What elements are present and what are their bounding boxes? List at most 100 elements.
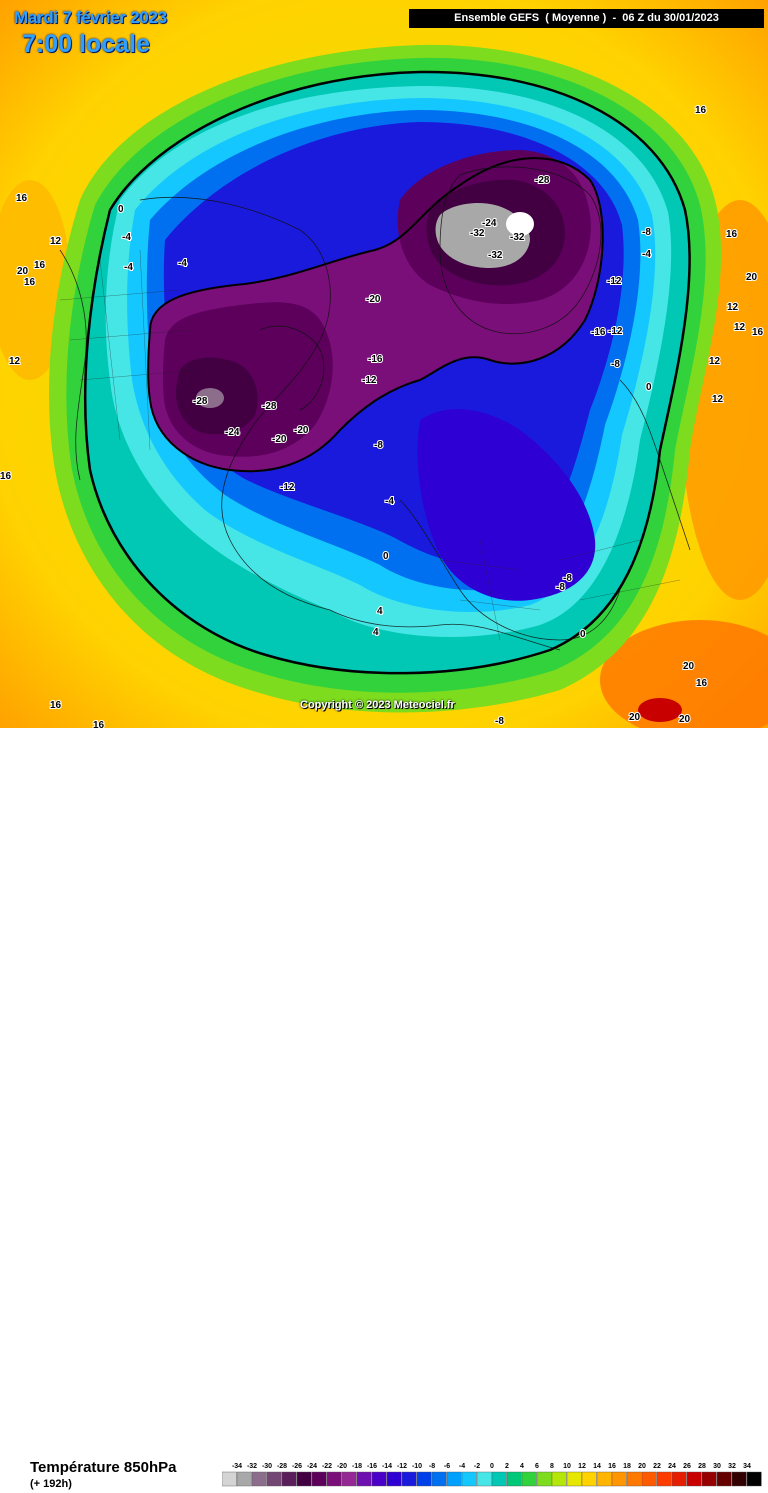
scale-label: -30	[262, 1463, 272, 1470]
scale-label: 30	[713, 1463, 721, 1470]
scale-swatch	[596, 1471, 612, 1487]
scale-label: 16	[608, 1463, 616, 1470]
contour-label: 16	[50, 700, 62, 711]
contour-minus20	[147, 157, 604, 473]
scale-swatch	[222, 1471, 237, 1487]
contour-label: 16	[695, 105, 707, 116]
scale-swatch	[296, 1471, 312, 1487]
contour-label: 0	[118, 204, 124, 215]
scale-swatch	[701, 1471, 717, 1487]
contour-label: -4	[178, 258, 187, 269]
scale-label: -22	[322, 1463, 332, 1470]
scale-swatch	[461, 1471, 477, 1487]
scale-swatch	[326, 1471, 342, 1487]
contour-label: -16	[591, 327, 606, 338]
contour-label: 12	[712, 394, 724, 405]
warm-patch-southeast	[600, 620, 768, 728]
contour-label: 0	[383, 551, 389, 562]
copyright-notice: Copyright © 2023 Meteociel.fr	[300, 699, 455, 711]
scale-label: -6	[444, 1463, 450, 1470]
color-scale-legend: -34 -32 -30 -28 -26 -24 -22 -20 -18 -16 -14 -12 -10-…	[222, 1463, 762, 1487]
contour-label: 0	[580, 629, 586, 640]
scale-swatch	[401, 1471, 417, 1487]
core-minus32-east	[435, 203, 530, 268]
contour-label: 12	[727, 302, 739, 313]
scale-swatch	[236, 1471, 252, 1487]
contour-label: -20	[366, 294, 381, 305]
contour-label: 16	[16, 193, 28, 204]
scale-label: 28	[698, 1463, 706, 1470]
contour-label: -20	[294, 425, 309, 436]
scale-swatch	[746, 1471, 762, 1487]
scale-label: -32	[247, 1463, 257, 1470]
scale-label: -28	[277, 1463, 287, 1470]
contour-label: 4	[373, 627, 379, 638]
contour-label: -12	[607, 276, 622, 287]
scale-swatch	[716, 1471, 732, 1487]
contour-label: -8	[374, 440, 383, 451]
contour-label: -16	[368, 354, 383, 365]
scale-swatch	[521, 1471, 537, 1487]
scale-label: 8	[550, 1463, 554, 1470]
contour-label: -32	[470, 228, 485, 239]
contour-label: 16	[0, 471, 12, 482]
scale-swatch	[446, 1471, 462, 1487]
contour-label: 20	[746, 272, 758, 283]
contour-label: 12	[50, 236, 62, 247]
scale-label: 12	[578, 1463, 586, 1470]
scale-swatch	[266, 1471, 282, 1487]
contour-label: -12	[608, 326, 623, 337]
map-footer: Température 850hPa (+ 192h) -34 -32 -30 -28…	[0, 728, 768, 1490]
scale-label: -24	[307, 1463, 317, 1470]
warm-patch-west	[0, 180, 70, 380]
temperature-map: -28 -24 -32 -32 -32 -20 -28 -28 -24 -20 …	[0, 0, 768, 728]
scale-label: 10	[563, 1463, 571, 1470]
scale-label: 18	[623, 1463, 631, 1470]
contour-label: 20	[629, 712, 641, 723]
contour-label: -8	[563, 573, 572, 584]
scale-swatch	[386, 1471, 402, 1487]
scale-swatch	[611, 1471, 627, 1487]
contour-label: 20	[683, 661, 695, 672]
scale-swatch	[731, 1471, 747, 1487]
scale-label: 26	[683, 1463, 691, 1470]
contour-label: -32	[510, 232, 525, 243]
contour-labels: -28 -24 -32 -32 -32 -20 -28 -28 -24 -20 …	[0, 104, 765, 728]
coastlines	[59, 166, 691, 651]
contour-label: -8	[556, 582, 565, 593]
contour-label: 12	[709, 356, 721, 367]
scale-swatch	[686, 1471, 702, 1487]
contour-label: -12	[362, 375, 377, 386]
scale-swatch	[656, 1471, 672, 1487]
scale-swatch	[566, 1471, 582, 1487]
contour-label: -8	[495, 716, 504, 727]
contour-label: -4	[642, 249, 651, 260]
scale-label: -34	[232, 1463, 242, 1470]
contour-label: 12	[734, 322, 746, 333]
scale-swatch	[536, 1471, 552, 1487]
scale-label: 6	[535, 1463, 539, 1470]
contour-label: -28	[535, 175, 550, 186]
scale-label: -12	[397, 1463, 407, 1470]
forecast-time: 7:00 locale	[22, 30, 150, 58]
scale-swatch	[341, 1471, 357, 1487]
scale-label: -20	[337, 1463, 347, 1470]
contour-label: 20	[17, 266, 29, 277]
borders	[59, 249, 681, 641]
scale-swatch	[581, 1471, 597, 1487]
contour-label: 16	[93, 720, 105, 728]
parameter-title: Température 850hPa	[30, 1459, 177, 1476]
scale-swatch	[356, 1471, 372, 1487]
contour-label: 20	[679, 714, 691, 725]
contour-label: -32	[488, 250, 503, 261]
scale-swatch	[491, 1471, 507, 1487]
scale-swatch	[416, 1471, 432, 1487]
contour-label: 0	[646, 382, 652, 393]
core-minus34-east	[506, 212, 534, 236]
scale-swatch	[626, 1471, 642, 1487]
scale-label: 14	[593, 1463, 601, 1470]
contour-label: 16	[696, 678, 708, 689]
scale-label: 2	[505, 1463, 509, 1470]
contour-label: 16	[24, 277, 36, 288]
core-minus32-west	[196, 388, 224, 408]
